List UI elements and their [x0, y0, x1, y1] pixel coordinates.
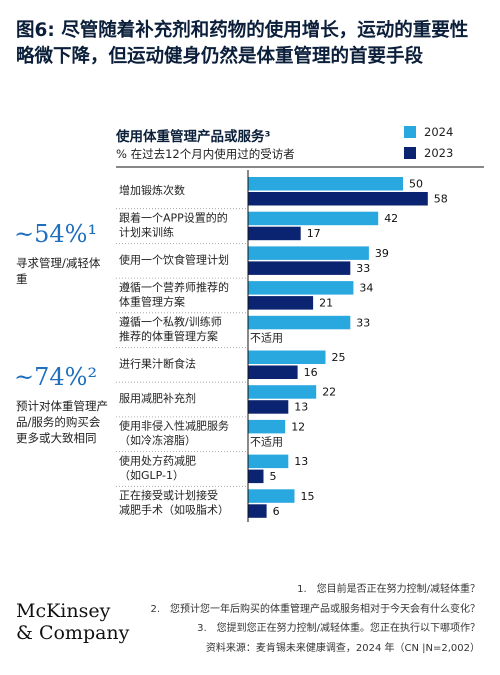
page-title: 图6: 尽管随着补充剂和药物的使用增长，运动的重要性略微下降，但运动健身仍然是体…: [16, 20, 469, 67]
stat-weight-management-value: ~54%¹: [14, 220, 98, 248]
data-label-2023: 58: [434, 193, 448, 206]
data-label-2023: 17: [307, 227, 321, 240]
data-label-2023: 6: [273, 505, 280, 518]
data-label-2024: 33: [356, 316, 370, 329]
legend-swatch-2023: [404, 147, 416, 159]
legend-item-2024: 2024: [404, 125, 453, 139]
category-label: 遵循一个营养师推荐的: [119, 280, 229, 294]
data-label-2024: 22: [322, 386, 336, 399]
na-label: 不适用: [250, 331, 283, 344]
data-label-2023: 21: [319, 297, 333, 310]
data-label-2023: 33: [356, 262, 370, 275]
category-label: 正在接受或计划接受: [119, 489, 218, 502]
category-label: 计划来训练: [119, 225, 174, 239]
data-label-2024: 39: [375, 247, 389, 260]
category-label: 增加锻炼次数: [119, 183, 185, 197]
bar-2023: [248, 469, 264, 484]
category-label: 使用非侵入性减肥服务: [119, 419, 229, 433]
logo-line-1: McKinsey: [16, 600, 111, 622]
stat-purchase-expectation-text: 预计对体重管理产品/服务的购买会更多或大致相同: [16, 399, 108, 445]
bar-2024: [248, 211, 379, 226]
stat-purchase-expectation-value: ~74%²: [14, 363, 98, 391]
bar-2024: [248, 385, 317, 399]
legend-label-2024: 2024: [424, 125, 454, 139]
logo-line-2: & Company: [16, 622, 130, 644]
category-label: （如冷冻溶脂）: [119, 433, 196, 447]
footnote-3: 3. 您提到您正在努力控制/减轻体重。您正在执行以下哪项作？: [197, 623, 480, 634]
data-label-2024: 13: [294, 455, 308, 468]
category-label: 使用处方药减肥: [119, 453, 196, 467]
data-label-2024: 15: [301, 490, 315, 503]
bar-2024: [248, 246, 369, 260]
bar-2023: [248, 192, 428, 206]
bar-2024: [248, 419, 286, 434]
category-label: 推荐的体重管理方案: [119, 329, 218, 343]
category-label: 进行果汁断食法: [119, 357, 196, 371]
data-label-2024: 34: [359, 282, 373, 295]
bar-2024: [248, 281, 354, 295]
data-label-2024: 50: [409, 178, 423, 191]
chart-subtitle: % 在过去12个月内使用过的受访者: [116, 147, 295, 161]
bar-2024: [248, 489, 295, 503]
bar-2023: [248, 226, 301, 241]
data-label-2024: 42: [384, 212, 398, 225]
data-label-2023: 13: [294, 401, 308, 414]
legend-swatch-2024: [404, 126, 416, 138]
footnote-2: 2. 您预计您一年后购买的体重管理产品或服务相对于今天会有什么变化？: [150, 604, 480, 615]
category-label: 跟着一个APP设置的的: [119, 210, 228, 224]
source-note: 资料来源：麦肯锡未来健康调查，2024 年（CN |N=2,002）: [205, 643, 480, 654]
na-label: 不适用: [250, 435, 283, 448]
bar-2024: [248, 350, 326, 364]
category-label: 服用减肥补充剂: [119, 391, 196, 405]
category-label: 遵循一个私教/训练师: [119, 315, 222, 329]
bar-2024: [248, 315, 351, 330]
legend-item-2023: 2023: [404, 146, 453, 160]
bar-2024: [248, 177, 403, 191]
category-label: 体重管理方案: [119, 294, 185, 308]
category-label: 使用一个饮食管理计划: [119, 252, 229, 266]
bar-2023: [248, 296, 314, 310]
legend-label-2023: 2023: [424, 146, 454, 160]
stat-weight-management-text: 寻求管理/减轻体重: [16, 256, 101, 286]
chart-title: 使用体重管理产品或服务³: [116, 129, 271, 145]
data-label-2024: 25: [332, 351, 346, 364]
data-label-2023: 16: [304, 366, 318, 379]
category-label: 减肥手术（如吸脂术）: [119, 503, 229, 517]
bar-2023: [248, 365, 298, 379]
data-label-2023: 5: [270, 470, 277, 483]
bar-2023: [248, 261, 351, 275]
mckinsey-logo: McKinsey & Company: [16, 600, 129, 644]
data-label-2024: 12: [291, 420, 305, 433]
bar-2023: [248, 504, 267, 518]
bar-2024: [248, 454, 289, 469]
category-label: （如GLP-1）: [119, 468, 184, 482]
bar-2023: [248, 400, 289, 414]
footnote-1: 1. 您目前是否正在努力控制/减轻体重？: [297, 584, 480, 595]
